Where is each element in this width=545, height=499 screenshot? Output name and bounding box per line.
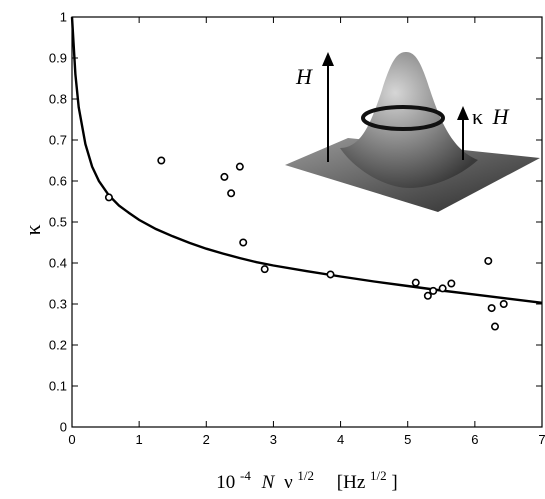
y-tick-label: 0.1	[49, 379, 67, 394]
x-label-unit: [Hz	[337, 472, 365, 493]
data-point	[447, 279, 456, 288]
y-axis: 0 0.1 0.2 0.3 0.4 0.5 0.6 0.7 0.8 0.9 1	[49, 10, 542, 435]
data-point	[438, 284, 447, 293]
x-axis-label: 10 -4 N ν 1/2 [Hz 1/2 ]	[216, 464, 397, 493]
y-axis-label: κ	[20, 224, 45, 235]
x-tick-label: 2	[203, 432, 210, 447]
x-tick-label: 7	[538, 432, 545, 447]
data-point	[499, 299, 508, 308]
x-tick-label: 0	[68, 432, 75, 447]
data-point	[104, 193, 113, 202]
inset-kh-kappa: κ	[472, 104, 483, 129]
y-tick-label: 0.3	[49, 297, 67, 312]
y-tick-label: 0.4	[49, 256, 67, 271]
data-point	[157, 156, 166, 165]
x-tick-label: 6	[471, 432, 478, 447]
data-point	[423, 291, 432, 300]
x-label-unit-exp: 1/2	[370, 468, 387, 483]
y-tick-label: 0.6	[49, 174, 67, 189]
fit-curve-layer	[70, 16, 543, 304]
data-point	[490, 322, 499, 331]
x-label-n: N	[261, 472, 276, 493]
y-tick-label: 0.2	[49, 338, 67, 353]
y-tick-label: 0.7	[49, 133, 67, 148]
y-tick-label: 0.5	[49, 215, 67, 230]
x-tick-label: 4	[337, 432, 344, 447]
inset-kh-label: κ H	[472, 104, 510, 129]
data-point	[326, 270, 335, 279]
data-point	[411, 278, 420, 287]
data-point	[487, 304, 496, 313]
x-label-prefix-exp: -4	[240, 468, 251, 483]
data-point	[260, 265, 269, 274]
x-label-prefix: 10	[216, 472, 235, 493]
y-tick-label: 0.9	[49, 51, 67, 66]
x-axis: 0 1 2 3 4 5 6 7	[68, 17, 545, 447]
inset-ring	[361, 105, 445, 131]
fit-curve	[70, 16, 543, 304]
data-point	[429, 286, 438, 295]
x-label-nu-exp: 1/2	[297, 468, 314, 483]
data-point	[484, 256, 493, 265]
data-point	[220, 172, 229, 181]
y-tick-label: 1	[60, 10, 67, 25]
inset-kh-arrowhead	[457, 106, 469, 120]
data-points-layer	[104, 156, 508, 331]
x-label-nu: ν	[284, 472, 293, 493]
inset-h-label: H	[295, 64, 313, 89]
inset-h-arrowhead	[322, 52, 334, 66]
x-tick-label: 1	[136, 432, 143, 447]
y-tick-label: 0	[60, 420, 67, 435]
inset-kh-h: H	[492, 104, 510, 129]
y-tick-label: 0.8	[49, 92, 67, 107]
inset-peak-surface	[340, 52, 478, 188]
inset-illustration: H κ H	[285, 52, 540, 212]
data-point	[227, 189, 236, 198]
x-tick-label: 3	[270, 432, 277, 447]
x-tick-label: 5	[404, 432, 411, 447]
x-label-unit-close: ]	[391, 472, 397, 493]
data-point	[239, 238, 248, 247]
data-point	[235, 162, 244, 171]
